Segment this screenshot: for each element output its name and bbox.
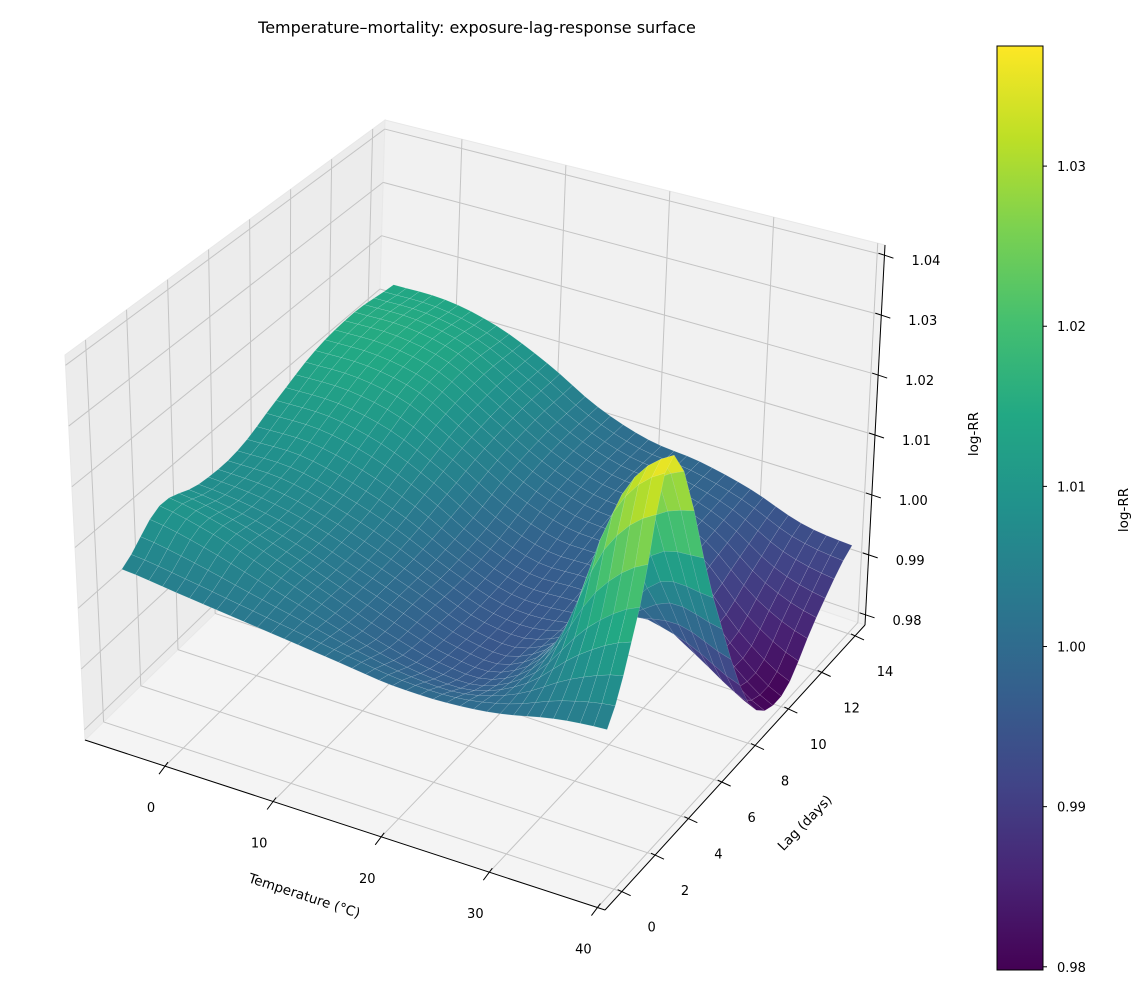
- surface-patch: [699, 592, 723, 630]
- x-axis-label: Temperature (°C): [245, 870, 362, 922]
- y-tick-mark: [684, 816, 698, 824]
- z-axis-label: log-RR: [966, 412, 982, 456]
- z-tick-mark: [878, 252, 894, 259]
- z-tick-mark: [871, 372, 888, 379]
- gridline-y-floor: [140, 685, 656, 856]
- gridline-y-floor: [177, 649, 689, 820]
- z-tick-mark: [859, 612, 875, 619]
- y-tick-mark: [817, 670, 831, 677]
- y-tick-label: 8: [781, 775, 789, 790]
- gridline-z-left: [74, 288, 381, 548]
- y-tick-label: 6: [748, 811, 756, 826]
- gridline-z-back: [381, 235, 879, 376]
- z-tick-label: 1.00: [899, 494, 928, 509]
- y-tick-mark: [784, 706, 798, 714]
- y-tick-mark: [617, 889, 631, 897]
- surface: [121, 284, 853, 730]
- chart-title: Temperature–mortality: exposure-lag-resp…: [257, 18, 696, 37]
- x-tick-mark: [266, 797, 277, 810]
- z-tick-mark: [875, 312, 891, 319]
- colorbar-tick-label: 1.03: [1057, 160, 1086, 175]
- z-tick-label: 1.01: [902, 434, 931, 449]
- gridline-z-back: [383, 181, 882, 316]
- y-tick-label: 10: [810, 738, 827, 753]
- colorbar-tick-label: 1.02: [1057, 320, 1086, 335]
- surface-patch: [785, 630, 808, 662]
- colorbar-label: log-RR: [1116, 488, 1132, 532]
- z-tick-label: 0.98: [893, 614, 922, 629]
- surface-patch: [708, 621, 732, 661]
- colorbar-tick-label: 0.98: [1057, 961, 1086, 976]
- z-tick-label: 1.02: [905, 374, 934, 389]
- colorbar-tick-label: 0.99: [1057, 801, 1086, 816]
- colorbar-ticks: 0.98 0.99 1.00 1.01 1.02 1.03: [1043, 160, 1086, 976]
- z-tick-label: 1.04: [911, 254, 940, 269]
- gridline-z-left: [71, 235, 382, 488]
- x-tick-label: 40: [575, 943, 592, 958]
- z-tick-mark: [862, 552, 878, 559]
- surface-patch: [759, 685, 782, 706]
- surface-patch: [670, 470, 695, 511]
- colorbar-gradient: [996, 45, 1044, 971]
- y-tick-label: 0: [648, 921, 656, 936]
- surface-patch: [751, 694, 774, 712]
- y-tick-label: 12: [843, 702, 860, 717]
- surface-patch: [768, 671, 791, 697]
- x-tick-label: 0: [147, 801, 155, 816]
- z-tick-label: 1.03: [908, 314, 937, 329]
- surface-patch: [690, 554, 714, 599]
- y-tick-label: 4: [714, 848, 722, 863]
- x-tick-label: 30: [467, 907, 484, 922]
- y-tick-label: 2: [681, 884, 689, 899]
- x-axis-line: [84, 739, 606, 911]
- gridline-z-left: [65, 128, 386, 366]
- x-tick-mark: [158, 761, 169, 775]
- x-tick-mark: [374, 832, 385, 846]
- colorbar: 0.98 0.99 1.00 1.01 1.02 1.03 log-RR: [996, 45, 1132, 976]
- gridline-y-floor: [103, 721, 622, 893]
- y-tick-label: 14: [877, 665, 894, 680]
- surface-patch: [651, 454, 675, 478]
- gridline-z-left: [68, 181, 384, 427]
- y-tick-mark: [650, 852, 665, 860]
- z-tick-label: 0.99: [896, 554, 925, 569]
- surface-patch: [680, 510, 705, 559]
- x-tick-mark: [591, 903, 601, 916]
- surface-patch: [794, 610, 817, 639]
- x-tick-label: 20: [359, 872, 376, 887]
- x-tick-label: 10: [251, 836, 268, 851]
- tick-labels: 0 10 20 30 40 0 2 4 6 8 10 12 14 0.98 0.99 1.00 1.01 1.02…: [147, 252, 940, 958]
- y-tick-mark: [717, 779, 731, 787]
- y-tick-mark: [750, 743, 765, 751]
- colorbar-tick-label: 1.01: [1057, 480, 1086, 495]
- surface-patch: [642, 472, 666, 519]
- surface-patch: [617, 606, 641, 644]
- y-axis-label: Lag (days): [775, 792, 836, 854]
- gridline-z-back: [384, 128, 885, 256]
- y-tick-mark: [850, 633, 865, 641]
- z-tick-mark: [865, 492, 882, 499]
- x-tick-mark: [482, 867, 493, 881]
- colorbar-tick-label: 1.00: [1057, 641, 1086, 656]
- surface-patch: [593, 703, 616, 730]
- z-tick-mark: [868, 432, 885, 439]
